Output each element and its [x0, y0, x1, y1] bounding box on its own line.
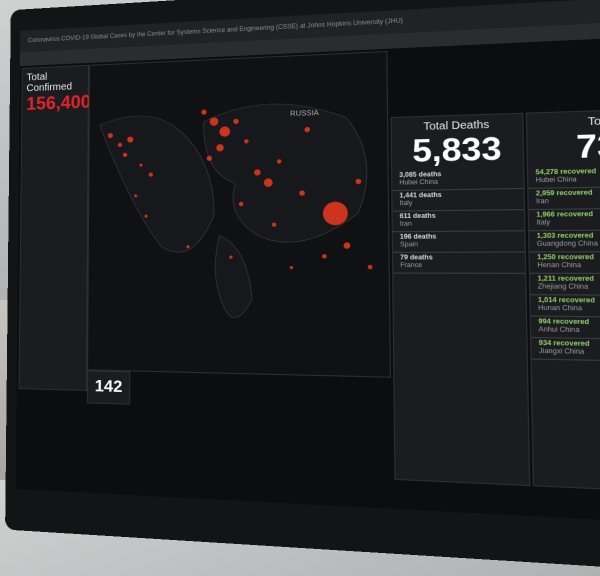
item-count: 79 deaths	[400, 255, 433, 262]
item-count: 54,278 recovered	[535, 168, 597, 177]
map-outline	[88, 52, 390, 377]
deaths-item: 611 deaths Iran	[392, 210, 525, 233]
case-marker	[322, 254, 327, 259]
recovered-item: 934 recovered Jiangxi China	[531, 338, 600, 364]
monitor: Coronavirus COVID-19 Global Cases by the…	[5, 0, 600, 576]
case-marker	[238, 201, 244, 207]
case-marker	[232, 118, 239, 124]
item-place: Hunan China	[538, 305, 583, 313]
item-count: 1,966 recovered	[536, 211, 594, 219]
case-marker	[185, 244, 190, 248]
recovered-item: 1,303 recovered Guangdong China	[529, 229, 600, 253]
deaths-item: 196 deaths Spain	[392, 231, 525, 253]
case-marker	[367, 264, 373, 270]
case-marker	[298, 189, 305, 196]
case-marker	[133, 193, 137, 197]
recovered-item: 1,966 recovered Italy	[528, 207, 600, 232]
case-marker	[143, 214, 148, 218]
item-place: Iran	[399, 221, 412, 228]
case-marker	[322, 201, 348, 226]
recovered-item: 1,014 recovered Hunan China	[530, 295, 600, 319]
recovered-item: 54,278 recovered Hubei China	[528, 163, 600, 189]
case-marker	[289, 265, 293, 269]
deaths-value: 5,833	[412, 130, 502, 170]
recovered-label: Total Recovered	[587, 113, 600, 129]
count-panel: 142	[86, 370, 131, 405]
item-place: Zhejiang China	[537, 283, 589, 292]
case-marker	[215, 143, 224, 151]
item-count: 1,250 recovered	[537, 254, 595, 262]
recovered-panel: Total Recovered 73,968 54,278 recoveredH…	[525, 105, 600, 497]
case-marker	[343, 242, 351, 249]
map-label: RUSSIA	[289, 109, 319, 119]
case-marker	[354, 178, 361, 184]
case-marker	[228, 254, 232, 259]
confirmed-value: 156,400	[26, 91, 91, 114]
screen: Coronavirus COVID-19 Global Cases by the…	[15, 0, 600, 528]
recovered-value: 73,968	[575, 125, 600, 166]
item-place: Guangdong China	[536, 241, 598, 249]
case-marker	[271, 222, 277, 227]
item-place: France	[400, 262, 423, 270]
case-marker	[206, 155, 212, 161]
deaths-item: 3,085 deaths Hubei China	[392, 167, 524, 192]
item-place: Hubei China	[399, 179, 439, 187]
country-count: 142	[94, 377, 123, 397]
deaths-item: 79 deaths France	[393, 252, 526, 274]
item-count: 2,959 recovered	[535, 190, 593, 198]
recovered-item: 1,211 recovered Zhejiang China	[530, 273, 600, 297]
case-marker	[200, 109, 207, 115]
item-place: Jiangxi China	[538, 348, 585, 357]
item-count: 1,303 recovered	[536, 233, 594, 241]
item-place: Anhui China	[538, 326, 580, 335]
deaths-item: 1,441 deaths Italy	[392, 189, 524, 212]
confirmed-label: Total Confirmed	[26, 71, 73, 95]
recovered-item: 2,959 recovered Iran	[528, 185, 600, 211]
confirmed-panel: Total Confirmed 156,400	[18, 64, 91, 392]
world-map: RUSSIA	[87, 50, 391, 378]
case-marker	[303, 126, 310, 132]
recovered-item: 1,250 recovered Henan China	[529, 251, 600, 275]
item-place: Henan China	[537, 262, 582, 270]
item-place: Spain	[399, 241, 419, 249]
case-marker	[107, 132, 113, 138]
deaths-panel: Total Deaths 5,833 3,085 deaths Hubei Chi…	[390, 112, 531, 487]
case-marker	[138, 163, 143, 167]
